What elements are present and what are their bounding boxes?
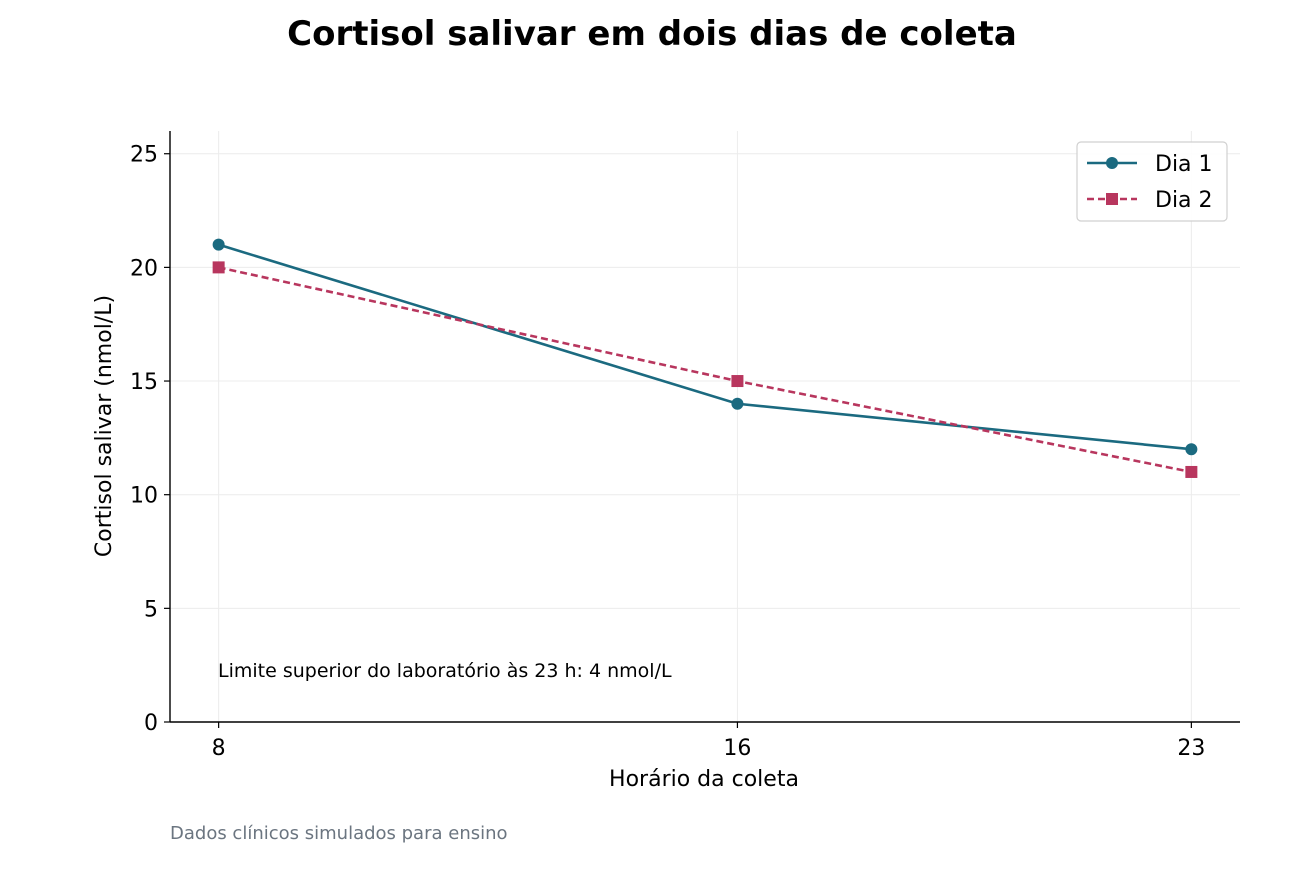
y-tick-label: 20: [130, 256, 158, 281]
y-tick-label: 25: [130, 143, 158, 168]
x-axis-label: Horário da coleta: [609, 767, 799, 792]
x-tick-label: 16: [723, 736, 751, 761]
y-tick-label: 10: [130, 484, 158, 509]
y-tick-label: 0: [144, 711, 158, 736]
y-tick-label: 15: [130, 370, 158, 395]
data-point-dia-2: [212, 261, 225, 274]
axes: [169, 131, 1240, 723]
y-axis-ticks: 0 5 10 15 20 25: [130, 143, 170, 736]
chart-title: Cortisol salivar em dois dias de coleta: [287, 14, 1017, 54]
data-point-dia-1: [1185, 443, 1198, 456]
data-point-dia-1: [731, 397, 744, 410]
y-axis-label: Cortisol salivar (nmol/L): [92, 295, 117, 557]
series-layer: [212, 238, 1198, 478]
legend-marker-dia-2: [1106, 193, 1118, 205]
series-line-dia-1: [218, 243, 1192, 451]
legend: Dia 1 Dia 2: [1076, 141, 1228, 222]
x-tick-label: 8: [212, 736, 226, 761]
legend-marker-dia-1: [1106, 157, 1118, 169]
x-tick-label: 23: [1177, 736, 1205, 761]
grid: [170, 131, 1240, 723]
y-tick-label: 5: [144, 597, 158, 622]
series-line-dia-2: [218, 266, 1192, 474]
footnote: Dados clínicos simulados para ensino: [170, 823, 508, 844]
data-point-dia-2: [731, 375, 744, 388]
legend-label-dia-2: Dia 2: [1155, 188, 1213, 213]
annotation-note: Limite superior do laboratório às 23 h: …: [218, 660, 672, 682]
x-axis-ticks: 8 16 23: [212, 722, 1205, 761]
data-point-dia-2: [1185, 465, 1198, 478]
legend-label-dia-1: Dia 1: [1155, 152, 1213, 177]
data-point-dia-1: [212, 238, 225, 251]
